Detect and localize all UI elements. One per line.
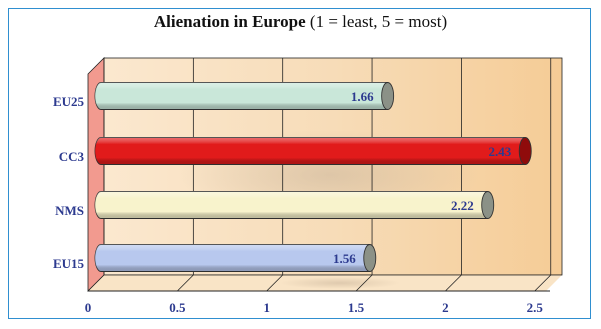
x-tick-label: 0 xyxy=(85,300,92,315)
bar-shading xyxy=(95,191,488,219)
bar-end-cap xyxy=(518,137,532,165)
x-tick-label: 0.5 xyxy=(169,300,186,315)
x-tick-label: 1 xyxy=(263,300,270,315)
data-label: 1.66 xyxy=(351,89,374,104)
bar-end-cap xyxy=(381,82,395,110)
chart-title: Alienation in Europe (1 = least, 5 = mos… xyxy=(0,12,601,32)
y-category-label: CC3 xyxy=(59,149,85,164)
y-category-label: NMS xyxy=(55,203,84,218)
floor-gridline xyxy=(534,274,552,292)
chart-title-main: Alienation in Europe xyxy=(153,12,306,31)
floor-gridline xyxy=(177,274,194,292)
bar-shading xyxy=(95,137,526,165)
x-tick-label: 1.5 xyxy=(348,300,365,315)
x-tick-label: 2 xyxy=(442,300,449,315)
x-tick-label: 2.5 xyxy=(527,300,544,315)
data-label: 2.22 xyxy=(451,198,474,213)
data-label: 2.43 xyxy=(488,144,511,159)
chart-title-scale: (1 = least, 5 = most) xyxy=(309,12,448,31)
floor-gridline xyxy=(445,274,462,292)
floor-gridline xyxy=(87,274,105,292)
data-label: 1.56 xyxy=(333,251,356,266)
y-category-label: EU15 xyxy=(53,256,85,271)
bar-end-cap xyxy=(363,244,377,272)
bar-shading xyxy=(95,244,370,272)
floor-shadow xyxy=(280,277,400,289)
floor-gridline xyxy=(266,274,283,292)
floor-gridline xyxy=(355,274,373,292)
y-category-label: EU25 xyxy=(53,94,85,109)
bar-end-cap xyxy=(481,191,495,219)
bar-shading xyxy=(95,82,388,110)
